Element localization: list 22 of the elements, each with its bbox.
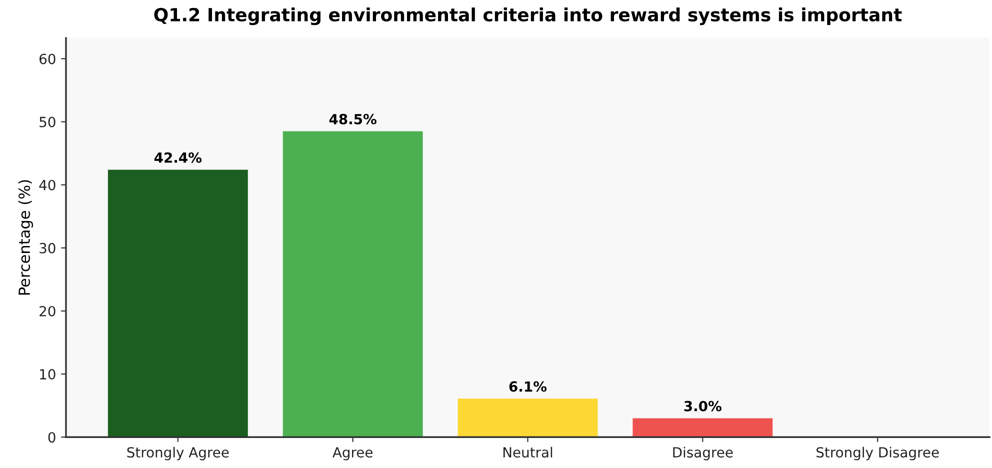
x-tick-label: Strongly Disagree [816, 446, 939, 460]
bar [458, 398, 598, 438]
y-tick-label: 20 [40, 306, 56, 316]
bar [632, 418, 773, 438]
bar [108, 170, 248, 438]
bar [282, 131, 423, 438]
y-axis-title: Percentage (%) [18, 180, 34, 295]
x-tick-label: Strongly Agree [127, 446, 229, 460]
x-tick-label: Neutral [503, 446, 552, 458]
data-label: 6.1% [509, 381, 547, 392]
y-tick-label: 60 [40, 54, 56, 64]
y-tick-label: 10 [40, 369, 56, 380]
x-tick-label: Agree [332, 447, 372, 460]
y-tick-label: 50 [40, 116, 56, 128]
y-tick-label: 30 [40, 242, 56, 254]
y-tick-label: 40 [39, 180, 56, 190]
data-label: 48.5% [329, 114, 376, 124]
chart-title: Q1.2 Integrating environmental criteria into reward systems is important [154, 8, 902, 26]
x-tick-label: Disagree [673, 446, 733, 460]
y-tick-label: 0 [48, 432, 56, 443]
data-label: 42.4% [154, 152, 202, 163]
data-label: 3.0% [684, 400, 722, 412]
